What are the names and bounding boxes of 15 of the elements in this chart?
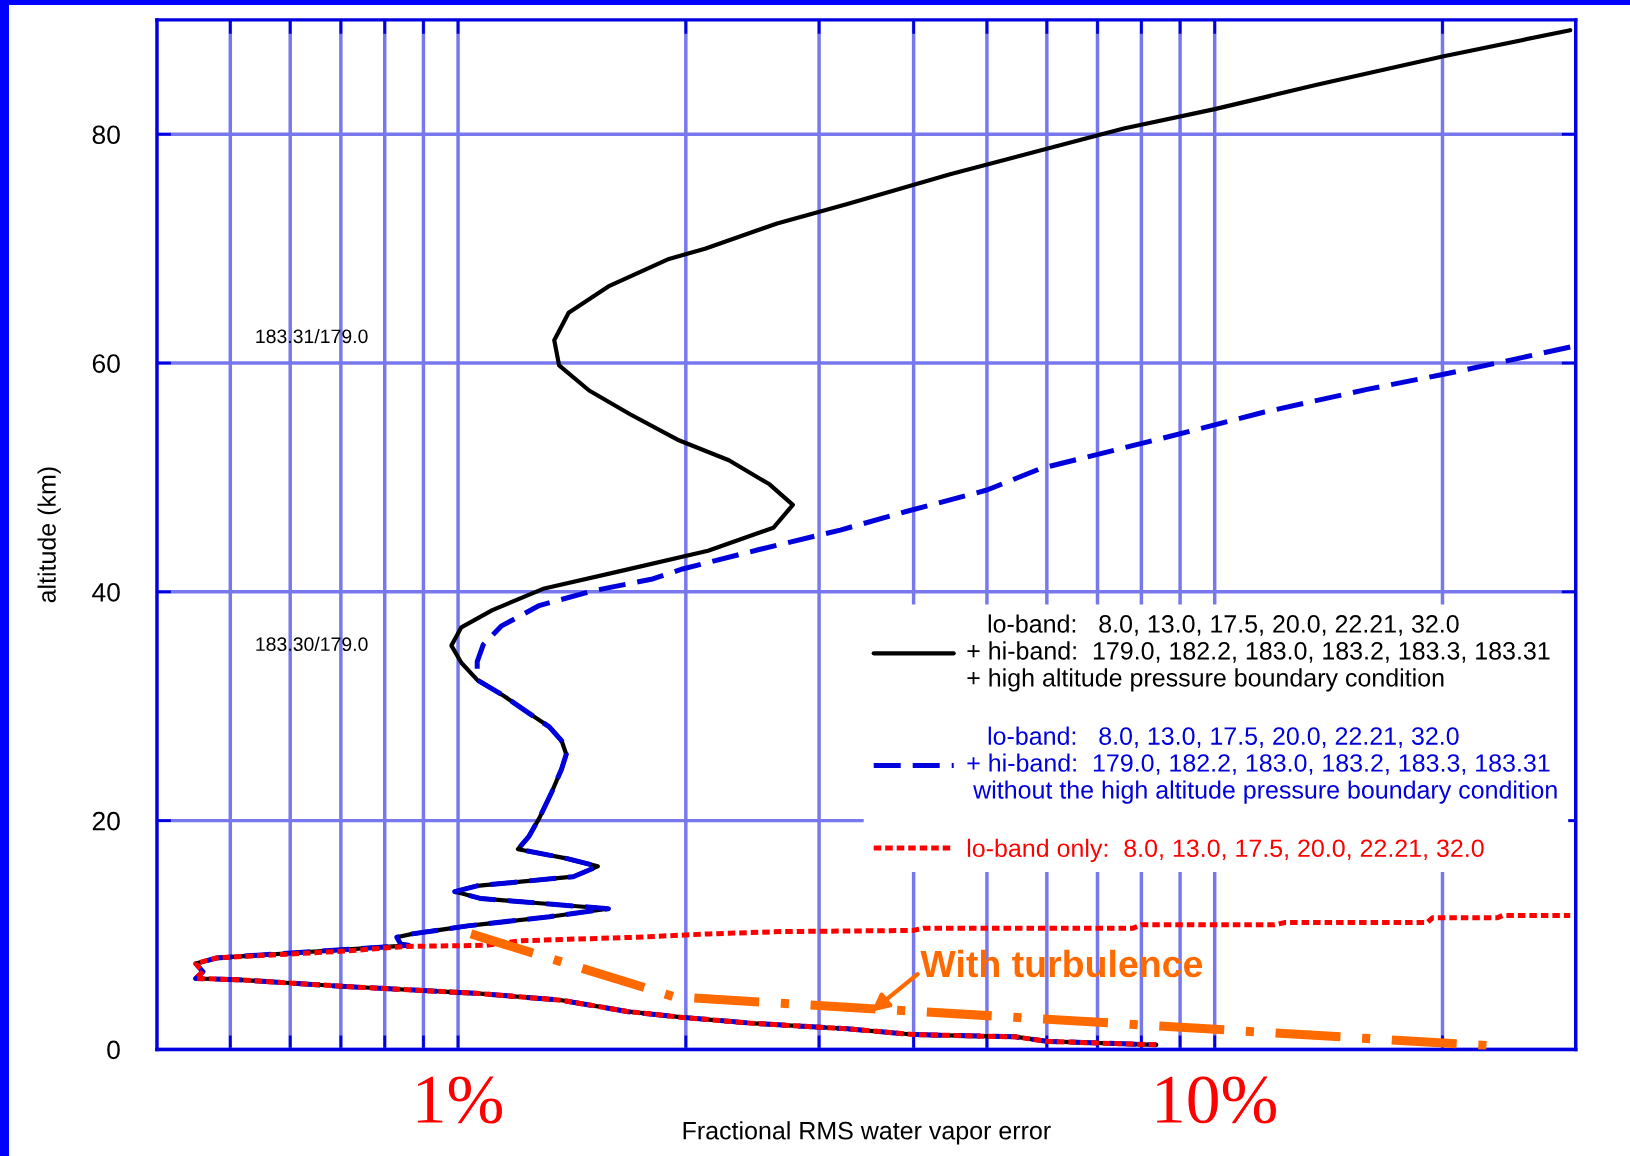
y-axis-title: altitude (km): [37, 467, 61, 603]
y-tick-label: 20: [92, 811, 120, 831]
text: lo-band: 8.0, 13.0, 17.5, 20.0, 22.21, 32.0 + hi-band: 179.0, 182.2, 183.0, 183.2, 183.3, 183.31 without the high altitude pressure boundary condition: [967, 726, 1557, 804]
y-tick-label: 80: [92, 125, 120, 145]
y-tick-label: 60: [92, 354, 120, 373]
text: lo-band: 8.0, 13.0, 17.5, 20.0, 22.21, 32.0 + hi-band: 179.0, 182.2, 183.0, 183.2, 183.3, 183.31 + high altitude pressure boundary condition: [967, 614, 1550, 692]
x-tick-label: 10%: [1157, 1076, 1276, 1124]
annotation: With turbulence: [920, 949, 1203, 978]
y-tick-label: 0: [107, 1040, 120, 1060]
legend-label: lo-band only: 8.0, 13.0, 17.5, 20.0, 22.21, 32.0: [967, 838, 1484, 863]
x-axis-title: Fractional RMS water vapor error: [683, 1121, 1051, 1145]
annotation: 183.30/179.0: [256, 636, 368, 652]
annotation: 183.31/179.0: [256, 328, 368, 344]
y-tick-label: 40: [92, 582, 120, 602]
x-tick-label: 1%: [417, 1076, 502, 1124]
